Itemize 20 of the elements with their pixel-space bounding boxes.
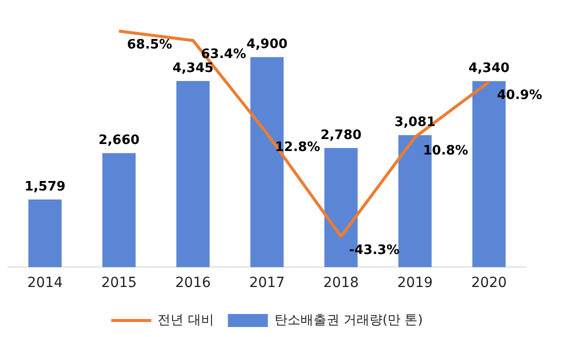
data-label: 3,081: [394, 115, 436, 130]
x-tick-label: 2015: [101, 275, 137, 292]
data-label: 68.5%: [127, 38, 172, 52]
data-label: 4,900: [246, 37, 288, 52]
x-tick-label: 2019: [397, 275, 433, 292]
data-label: 2,660: [98, 133, 140, 148]
legend-label: 탄소배출권 거래량(만 톤): [274, 312, 423, 328]
x-tick-label: 2020: [471, 275, 507, 292]
x-tick-label: 2014: [27, 275, 63, 292]
bar: [28, 200, 62, 268]
x-tick-label: 2018: [323, 275, 359, 292]
x-tick-label: 2017: [249, 275, 285, 292]
data-label: 4,345: [172, 60, 214, 76]
x-tick-label: 2016: [175, 275, 211, 292]
data-label: 1,579: [24, 179, 66, 194]
data-label: 2,780: [320, 128, 362, 143]
bar: [102, 153, 136, 268]
data-label: 4,340: [468, 61, 510, 76]
bar: [176, 80, 210, 268]
legend-label: 전년 대비: [158, 312, 214, 328]
